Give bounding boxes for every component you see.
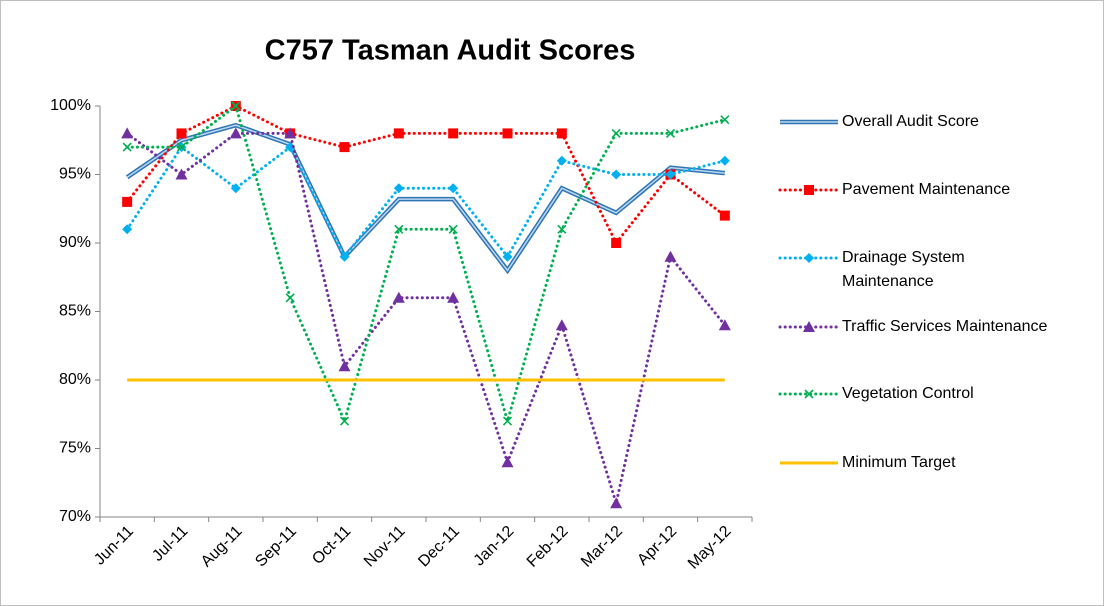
legend-swatch bbox=[778, 321, 840, 332]
data-point bbox=[557, 224, 567, 234]
data-point bbox=[665, 128, 676, 138]
data-point bbox=[393, 183, 404, 194]
y-tick-label: 85% bbox=[59, 303, 91, 320]
y-tick-label: 75% bbox=[59, 440, 91, 457]
legend-label: Pavement Maintenance bbox=[842, 181, 1011, 198]
y-tick-label: 95% bbox=[59, 166, 91, 183]
series-line bbox=[125, 104, 727, 246]
data-point bbox=[502, 128, 513, 139]
legend-item: Drainage System Maintenance bbox=[778, 246, 1022, 294]
legend-label: Drainage System Maintenance bbox=[842, 249, 965, 290]
data-point bbox=[718, 319, 731, 331]
data-point bbox=[664, 250, 677, 262]
data-point bbox=[338, 360, 351, 372]
data-point bbox=[122, 142, 132, 152]
legend-item: Vegetation Control bbox=[778, 382, 974, 406]
data-point bbox=[720, 115, 730, 125]
legend-swatch bbox=[780, 119, 838, 125]
data-point bbox=[231, 101, 241, 111]
legend-marker bbox=[804, 389, 814, 399]
data-point bbox=[610, 497, 623, 509]
data-point bbox=[393, 128, 404, 139]
legend-swatch bbox=[778, 389, 840, 399]
series-line bbox=[125, 131, 727, 510]
legend-swatch bbox=[780, 461, 838, 465]
legend-label: Traffic Services Maintenance bbox=[842, 318, 1048, 335]
data-point bbox=[339, 142, 350, 153]
legend-item: Minimum Target bbox=[778, 451, 956, 475]
data-point bbox=[665, 169, 676, 180]
data-point bbox=[285, 142, 296, 153]
data-point bbox=[556, 155, 567, 166]
data-point bbox=[555, 319, 568, 331]
data-point bbox=[285, 293, 295, 303]
data-point bbox=[611, 169, 622, 180]
legend-label: Vegetation Control bbox=[842, 385, 974, 402]
data-point bbox=[502, 251, 513, 262]
legend-label: Overall Audit Score bbox=[842, 113, 979, 130]
chart-title: C757 Tasman Audit Scores bbox=[265, 35, 636, 67]
data-point bbox=[719, 155, 730, 166]
data-point bbox=[394, 224, 404, 234]
data-point bbox=[175, 168, 188, 180]
data-point bbox=[447, 291, 460, 303]
data-point bbox=[122, 196, 133, 207]
legend-item: Traffic Services Maintenance bbox=[778, 315, 1047, 339]
data-point bbox=[339, 251, 350, 262]
series-line bbox=[125, 103, 727, 427]
y-tick-label: 80% bbox=[59, 371, 91, 388]
data-point bbox=[284, 127, 297, 139]
data-point bbox=[122, 224, 133, 235]
y-tick-label: 70% bbox=[59, 508, 91, 525]
series-line-inner bbox=[126, 124, 725, 272]
data-point bbox=[502, 416, 513, 426]
data-point bbox=[121, 127, 134, 139]
data-point bbox=[448, 183, 459, 194]
y-tick-label: 90% bbox=[59, 234, 91, 251]
data-point bbox=[229, 127, 242, 139]
data-point bbox=[448, 224, 458, 234]
data-point bbox=[501, 456, 514, 468]
data-point bbox=[392, 291, 405, 303]
data-point bbox=[719, 210, 730, 221]
data-point bbox=[556, 128, 567, 139]
legend-marker bbox=[804, 253, 814, 263]
legend-label: Minimum Target bbox=[842, 454, 956, 471]
data-point bbox=[176, 128, 187, 139]
data-point bbox=[448, 128, 459, 139]
data-point bbox=[339, 416, 350, 426]
legend-item: Pavement Maintenance bbox=[778, 178, 1010, 202]
data-point bbox=[176, 142, 187, 152]
legend-item: Overall Audit Score bbox=[778, 110, 979, 134]
legend-marker bbox=[804, 185, 814, 195]
legend-marker bbox=[803, 321, 815, 332]
y-tick-label: 100% bbox=[50, 97, 91, 114]
legend-swatch bbox=[778, 185, 840, 195]
data-point bbox=[230, 183, 241, 194]
data-point bbox=[611, 128, 621, 138]
legend-swatch bbox=[778, 253, 840, 263]
data-point bbox=[611, 238, 622, 248]
